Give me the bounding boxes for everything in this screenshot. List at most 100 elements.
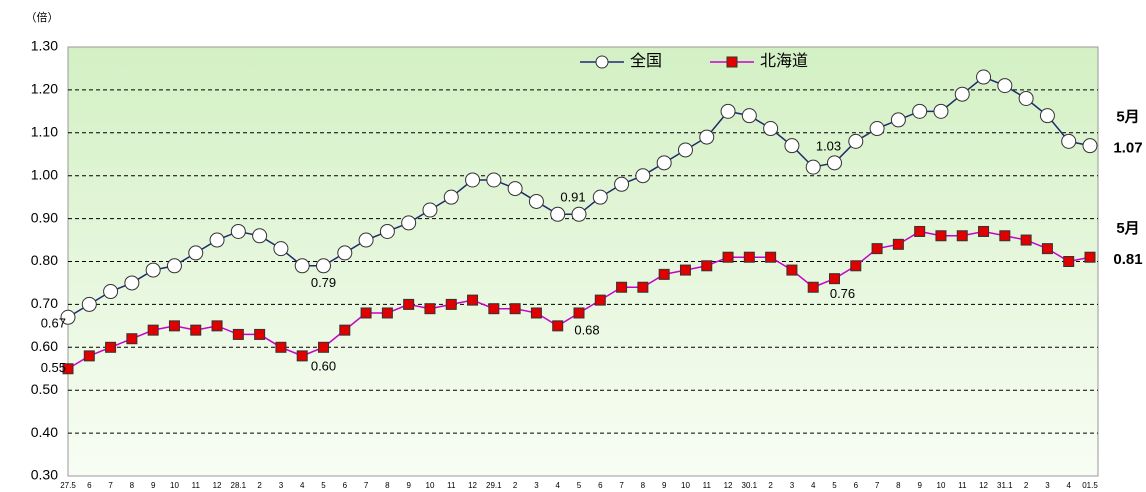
x-tick-label: 10 xyxy=(681,481,690,490)
point xyxy=(275,341,287,353)
x-tick-label: 8 xyxy=(130,481,135,490)
x-tick-label: 9 xyxy=(151,481,156,490)
value-label: 1.07 xyxy=(1113,140,1142,157)
y-tick-label: 0.50 xyxy=(31,381,58,397)
point xyxy=(467,294,479,306)
point xyxy=(614,176,630,192)
point xyxy=(699,129,715,145)
point xyxy=(1039,108,1055,124)
point xyxy=(954,86,970,102)
y-tick-label: 1.30 xyxy=(31,38,58,54)
point xyxy=(720,103,736,119)
x-tick-label: 6 xyxy=(854,481,859,490)
y-tick-label: 0.30 xyxy=(31,467,58,483)
y-tick-label: 0.70 xyxy=(31,295,58,311)
point xyxy=(594,294,606,306)
point xyxy=(273,241,289,257)
point xyxy=(530,307,542,319)
x-tick-label: 5 xyxy=(832,481,837,490)
end-label: 5月 xyxy=(1116,109,1139,126)
point xyxy=(337,245,353,261)
point xyxy=(933,103,949,119)
value-label: 0.67 xyxy=(41,316,66,331)
point xyxy=(616,281,628,293)
point xyxy=(552,320,564,332)
point xyxy=(528,193,544,209)
x-tick-label: 10 xyxy=(170,481,179,490)
point xyxy=(1063,256,1075,267)
point xyxy=(188,245,204,261)
x-tick-label: 4 xyxy=(811,481,816,490)
point xyxy=(763,121,779,137)
point xyxy=(252,228,268,244)
point xyxy=(443,189,459,205)
point xyxy=(360,307,372,319)
point xyxy=(381,307,393,319)
x-tick-label: 7 xyxy=(875,481,880,490)
legend-marker xyxy=(726,56,738,68)
point xyxy=(318,341,329,353)
point xyxy=(232,328,244,340)
point xyxy=(871,243,883,255)
x-tick-label: 6 xyxy=(343,481,348,490)
point xyxy=(230,223,246,239)
point xyxy=(83,350,95,362)
x-tick-label: 8 xyxy=(896,481,901,490)
x-tick-label: 3 xyxy=(534,481,539,490)
y-tick-label: 0.40 xyxy=(31,424,58,440)
x-tick-label: 2 xyxy=(513,481,518,490)
value-label: 0.91 xyxy=(560,190,585,205)
point xyxy=(956,230,968,242)
x-tick-label: 7 xyxy=(108,481,113,490)
point xyxy=(211,320,223,332)
point xyxy=(677,142,693,158)
x-tick-label: 9 xyxy=(662,481,667,490)
point xyxy=(509,303,521,315)
point xyxy=(445,298,457,310)
x-tick-label: 12 xyxy=(724,481,733,490)
point xyxy=(124,275,140,291)
point xyxy=(573,307,585,319)
point xyxy=(807,281,819,293)
value-label: 1.03 xyxy=(816,138,841,153)
point xyxy=(166,258,182,274)
point xyxy=(1061,133,1077,149)
legend-marker xyxy=(595,55,609,69)
point xyxy=(422,202,438,218)
point xyxy=(403,298,415,310)
point xyxy=(486,172,502,188)
x-tick-label: 3 xyxy=(279,481,284,490)
x-tick-label: 2 xyxy=(1024,481,1029,490)
x-tick-label: 9 xyxy=(917,481,922,490)
x-tick-label: 6 xyxy=(598,481,603,490)
y-tick-label: 1.00 xyxy=(31,166,58,182)
point xyxy=(658,268,670,280)
point xyxy=(571,206,587,222)
point xyxy=(978,225,990,237)
point xyxy=(850,260,862,272)
point xyxy=(914,225,926,237)
point xyxy=(126,333,138,345)
point xyxy=(379,223,395,239)
x-tick-label: 5 xyxy=(321,481,326,490)
y-tick-label: 0.90 xyxy=(31,209,58,225)
point xyxy=(679,264,691,276)
y-unit: （倍） xyxy=(26,10,59,24)
x-tick-label: 4 xyxy=(1066,481,1071,490)
point xyxy=(1082,138,1098,154)
point xyxy=(743,251,755,263)
point xyxy=(656,155,672,171)
x-tick-label: 6 xyxy=(87,481,92,490)
point xyxy=(869,121,885,137)
point xyxy=(592,189,608,205)
point xyxy=(62,363,74,375)
x-tick-label: 27.5 xyxy=(60,481,76,490)
point xyxy=(829,273,840,285)
point xyxy=(722,251,734,263)
x-tick-label: 5 xyxy=(577,481,582,490)
legend-label: 全国 xyxy=(630,52,662,70)
value-label: 0.81 xyxy=(1113,251,1142,268)
x-tick-label: 2 xyxy=(768,481,773,490)
x-tick-label: 11 xyxy=(958,481,967,490)
